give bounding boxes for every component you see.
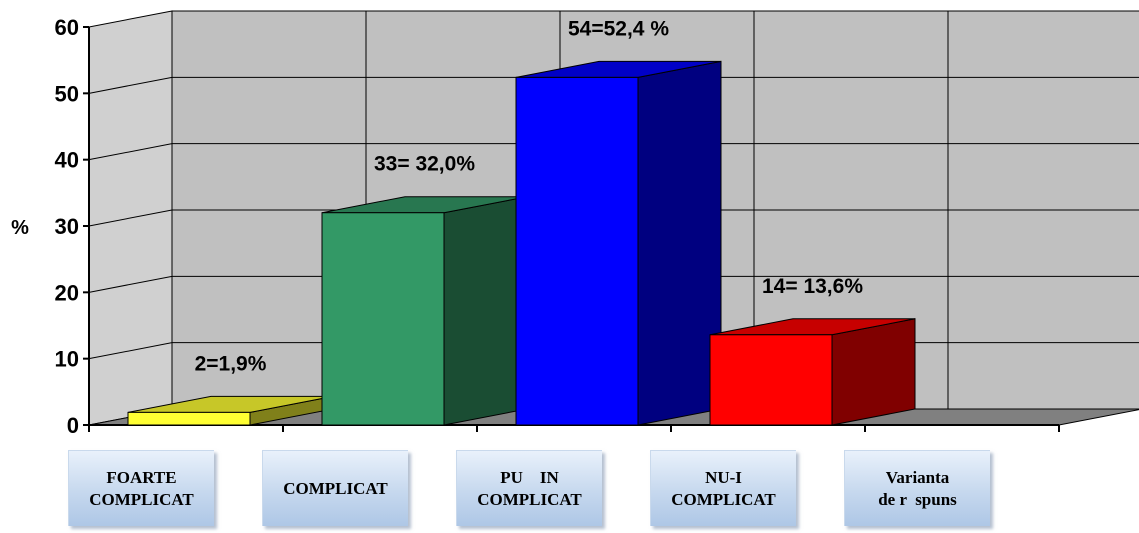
category-label: NU-I COMPLICAT	[650, 450, 796, 526]
y-tick-label: 0	[67, 413, 79, 438]
y-tick-label: 30	[55, 214, 79, 239]
data-label: 33= 32,0%	[374, 153, 475, 176]
bar	[709, 334, 833, 426]
data-label: 14= 13,6%	[762, 275, 863, 298]
category-label: COMPLICAT	[262, 450, 408, 526]
bar-side	[831, 318, 916, 426]
category-label: FOARTE COMPLICAT	[68, 450, 214, 526]
y-tick-label: 10	[55, 347, 79, 372]
data-label: 54=52,4 %	[568, 17, 669, 40]
y-axis-label: %	[11, 217, 29, 239]
bar	[515, 76, 639, 426]
y-tick-label: 60	[55, 15, 79, 40]
y-tick-label: 50	[55, 81, 79, 106]
data-label: 2=1,9%	[195, 352, 267, 375]
gridline-side	[88, 275, 173, 293]
gridline-side	[88, 342, 173, 360]
bar-side	[637, 60, 722, 426]
bar	[127, 411, 251, 426]
y-tick-label: 20	[55, 280, 79, 305]
gridline-side	[88, 143, 173, 161]
category-label: PU IN COMPLICAT	[456, 450, 602, 526]
gridline-side	[88, 76, 173, 94]
y-tick-label: 40	[55, 148, 79, 173]
bar	[321, 212, 445, 426]
gridline-side	[88, 209, 173, 227]
bar-side	[443, 196, 528, 426]
category-label: Varianta de r spuns	[844, 450, 990, 526]
